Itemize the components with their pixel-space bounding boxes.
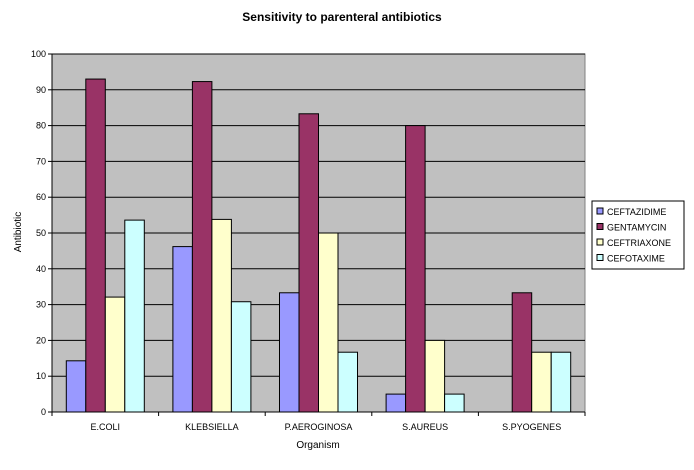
y-tick-label: 60 — [36, 192, 46, 202]
bar-ceftriaxone-spyogenes — [531, 351, 552, 413]
bar-ceftriaxone-klebsiella — [211, 218, 232, 413]
legend-label: GENTAMYCIN — [607, 223, 666, 233]
bar-gentamycin-klebsiella — [191, 81, 213, 413]
bar-gentamycin-paeroginosa — [298, 113, 319, 413]
bar-gentamycin-spyogenes — [511, 292, 533, 413]
bar-ceftazidime-saureus — [385, 393, 407, 413]
bar-cefotaxime-spyogenes — [550, 351, 572, 413]
legend-swatch — [596, 254, 604, 261]
legend-swatch — [596, 238, 604, 246]
chart-title: Sensitivity to parenteral antibiotics — [242, 10, 442, 24]
y-axis-title: Antibiotic — [13, 212, 24, 253]
bar-ceftazidime-klebsiella — [172, 246, 193, 413]
x-tick-label: P.AEROGINOSA — [285, 422, 353, 432]
x-tick-label: S.AUREUS — [402, 422, 448, 432]
x-tick-label: KLEBSIELLA — [185, 422, 239, 432]
bar-ceftriaxone-paeroginosa — [318, 232, 339, 413]
bar-cefotaxime-paeroginosa — [337, 351, 358, 413]
bar-cefotaxime-saureus — [444, 393, 465, 413]
legend-swatch — [596, 223, 604, 230]
y-tick-label: 30 — [36, 300, 46, 310]
x-axis-title: Organism — [296, 440, 339, 451]
legend-label: CEFTRIAXONE — [607, 238, 671, 248]
bar-cefotaxime-klebsiella — [230, 301, 252, 413]
y-tick-label: 50 — [36, 228, 46, 238]
bar-ceftazidime-paeroginosa — [279, 292, 300, 413]
y-tick-label: 20 — [36, 335, 46, 345]
bar-gentamycin-saureus — [405, 125, 426, 413]
bar-cefotaxime-ecoli — [124, 219, 145, 413]
x-tick-label: S.PYOGENES — [502, 422, 561, 432]
plot-area: 0 10 20 30 40 50 60 70 80 90 100 E.COLI KLEBSIELLA P.… — [31, 49, 586, 432]
legend-box — [591, 200, 685, 270]
legend-swatch — [596, 207, 604, 215]
y-tick-label: 80 — [36, 121, 46, 131]
y-tick-label: 70 — [36, 156, 46, 166]
legend-label: CEFOTAXIME — [607, 254, 665, 264]
y-tick-label: 90 — [36, 85, 46, 95]
y-tick-label: 10 — [36, 371, 46, 381]
bar-ceftazidime-ecoli — [65, 360, 87, 413]
y-tick-label: 0 — [41, 407, 46, 417]
y-tick-label: 100 — [31, 49, 46, 59]
bar-ceftriaxone-saureus — [424, 339, 446, 413]
x-tick-label: E.COLI — [91, 422, 121, 432]
bar-ceftriaxone-ecoli — [104, 296, 126, 413]
y-tick-label: 40 — [36, 264, 46, 274]
legend: CEFTAZIDIME GENTAMYCIN CEFTRIAXONE CEFOTAXI… — [591, 200, 685, 270]
bar-gentamycin-ecoli — [85, 78, 106, 413]
legend-label: CEFTAZIDIME — [607, 207, 666, 217]
